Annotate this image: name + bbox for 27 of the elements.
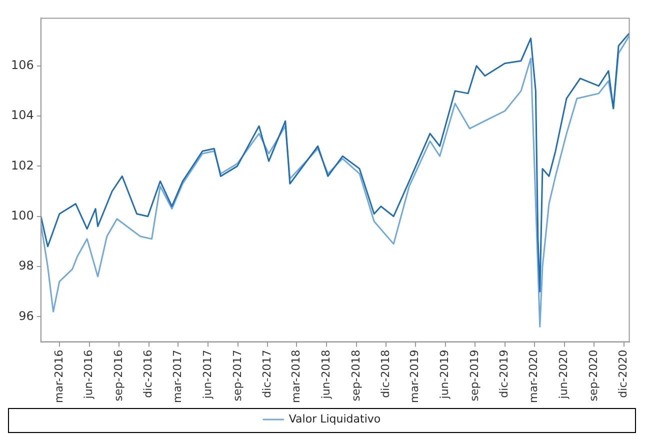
x-tick-label: jun-2018 [320,350,333,400]
y-tick-label: 102 [11,158,34,172]
x-tick-label: jun-2016 [82,350,96,400]
x-tick-label: dic-2020 [616,350,630,398]
x-tick-label: sep-2019 [468,350,482,402]
x-tick-label: sep-2018 [349,350,362,402]
x-tick-label: dic-2016 [142,350,155,398]
legend-label: Valor Liquidativo [288,412,381,426]
x-tick-label: jun-2020 [557,350,570,400]
x-tick-label: dic-2019 [498,350,511,398]
x-tick-label: mar-2020 [527,350,540,404]
x-tick-label: jun-2017 [200,350,214,400]
y-tick-label: 104 [11,108,34,122]
y-tick-label: 100 [11,208,34,222]
y-tick-label: 96 [18,308,34,323]
x-tick-label: sep-2016 [112,350,126,402]
x-tick-label: mar-2016 [52,350,66,404]
x-tick-label: dic-2017 [260,350,274,398]
x-tick-label: sep-2017 [230,350,244,402]
y-tick-label: 106 [11,58,34,72]
x-tick-label: jun-2019 [438,350,452,400]
x-tick-label: sep-2020 [587,350,600,402]
x-tick-label: mar-2017 [170,350,184,404]
x-tick-label: dic-2018 [378,350,392,398]
x-tick-label: mar-2018 [290,350,303,404]
y-tick-label: 98 [18,258,34,273]
x-tick-label: mar-2019 [408,350,422,404]
